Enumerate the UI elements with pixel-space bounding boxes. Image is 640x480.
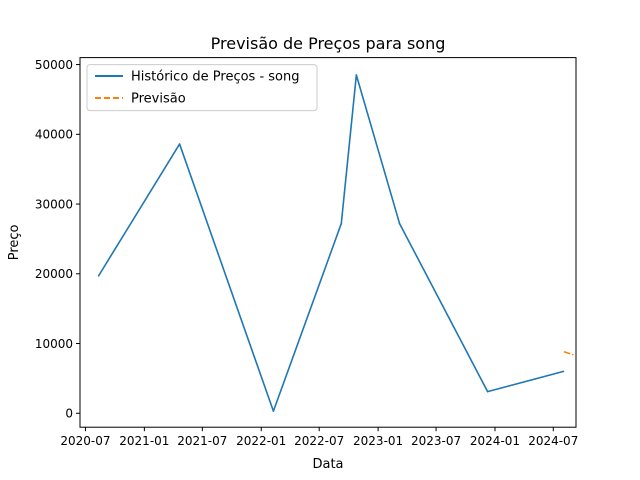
y-tick-label: 20000: [35, 267, 73, 281]
x-tick-label: 2024-01: [470, 434, 520, 448]
y-tick-label: 30000: [35, 197, 73, 211]
y-axis-label: Preço: [7, 224, 22, 260]
plot-series: [97, 74, 574, 412]
data-point: [398, 222, 401, 225]
y-tick-label: 0: [65, 407, 73, 421]
y-tick-label: 10000: [35, 337, 73, 351]
data-point: [562, 370, 565, 373]
series-line-historico: [97, 74, 564, 412]
y-tick-label: 40000: [35, 128, 73, 142]
data-point: [563, 351, 566, 353]
data-point: [97, 275, 100, 277]
data-point: [486, 390, 489, 393]
series-line-previsao: [564, 351, 574, 356]
x-axis-label: Data: [312, 457, 343, 472]
data-point: [571, 353, 574, 356]
x-tick-label: 2022-07: [294, 434, 344, 448]
legend-label-historico: Histórico de Preços - song: [131, 70, 300, 85]
data-point: [355, 74, 358, 76]
data-point: [340, 222, 343, 225]
y-tick-label: 50000: [35, 58, 73, 72]
x-tick-label: 2021-01: [119, 434, 169, 448]
data-point: [272, 410, 275, 412]
x-tick-label: 2024-07: [528, 434, 578, 448]
x-tick-label: 2023-01: [353, 434, 403, 448]
legend: Histórico de Preços - song Previsão: [86, 64, 318, 112]
legend-box: [86, 64, 318, 112]
x-tick-label: 2022-01: [236, 434, 286, 448]
plot-area-frame: [79, 57, 577, 428]
x-tick-label: 2020-07: [60, 434, 110, 448]
data-point: [178, 143, 181, 145]
chart-title: Previsão de Preços para song: [211, 34, 446, 53]
legend-label-previsao: Previsão: [131, 92, 186, 107]
x-tick-label: 2023-07: [411, 434, 461, 448]
x-tick-label: 2021-07: [177, 434, 227, 448]
axis-ticks: 0 10000 20000 30000 40000 50000 2020-07 2021-01…: [35, 58, 579, 448]
